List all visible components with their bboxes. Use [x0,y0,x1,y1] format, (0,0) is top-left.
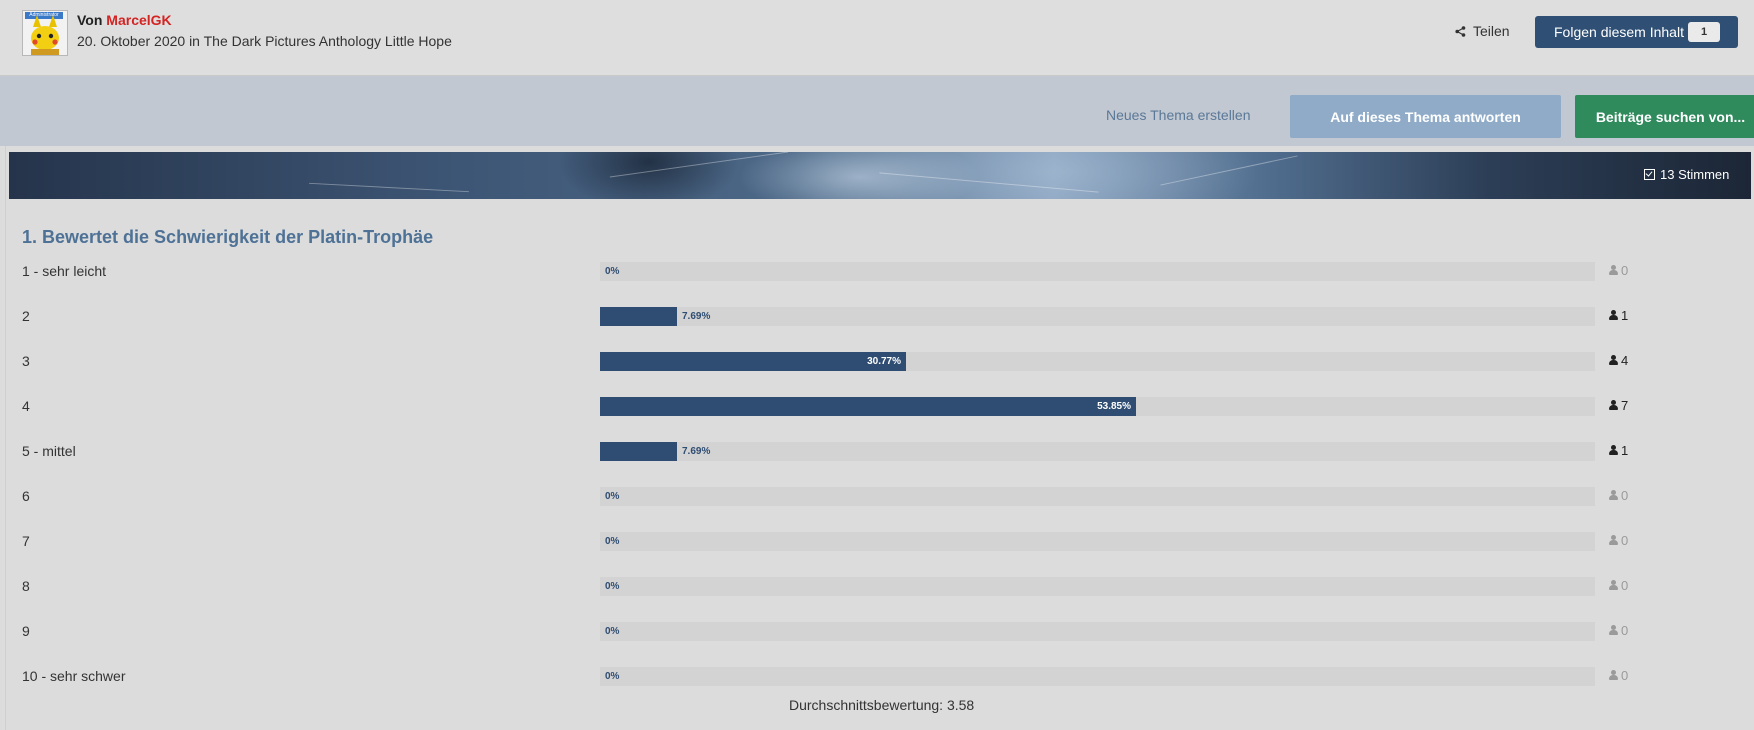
poll-voters[interactable]: 1 [1609,306,1628,325]
poll-bar-track: 0% [600,262,1595,281]
votes-label: 13 Stimmen [1660,167,1730,182]
by-label: Von [77,12,103,28]
poll-option-label: 5 - mittel [22,443,76,459]
poll-voter-count: 1 [1621,443,1629,458]
poll-bar-track: 0% [600,667,1595,686]
poll-bar-track: 53.85% [600,397,1595,416]
poll-option-row: 5 - mittel 7.69% 1 [0,441,1754,465]
user-icon [1609,310,1618,321]
share-label: Teilen [1473,23,1510,39]
check-square-icon [1644,169,1655,180]
poll-bar-track: 0% [600,577,1595,596]
poll-option-label: 4 [22,398,30,414]
avatar[interactable]: Administrator [22,10,68,56]
poll-bar-percent: 7.69% [682,446,711,457]
poll-bar-percent: 0% [605,536,620,547]
poll-bar-track: 0% [600,532,1595,551]
poll-voter-count: 0 [1621,578,1629,593]
poll-voter-count: 0 [1621,263,1629,278]
author-link[interactable]: MarcelGK [106,12,172,28]
poll-average: Durchschnittsbewertung: 3.58 [789,697,975,713]
poll-bar-percent: 0% [605,491,620,502]
poll-voter-count: 1 [1621,308,1629,323]
poll-banner [9,152,1751,199]
poll-bar-fill [600,352,906,371]
user-icon [1609,355,1618,366]
poll-option-row: 3 30.77% 4 [0,351,1754,375]
share-button[interactable]: Teilen [1455,23,1510,39]
follow-label: Folgen diesem Inhalt [1554,24,1684,40]
poll-voters: 0 [1609,531,1628,550]
poll-voters: 0 [1609,576,1628,595]
poll-bar-fill [600,397,1136,416]
avatar-badge: Administrator [25,12,63,19]
poll-bar-percent: 0% [605,671,620,682]
poll-voters: 0 [1609,666,1628,685]
user-icon [1609,535,1618,546]
reply-button[interactable]: Auf dieses Thema antworten [1290,95,1561,138]
topic-header: Administrator Von MarcelGK 20. Oktober 2… [0,0,1754,76]
user-icon [1609,265,1618,276]
share-icon [1455,25,1466,37]
author-line: Von MarcelGK [77,12,172,28]
poll-voters: 0 [1609,486,1628,505]
poll-voters: 0 [1609,261,1628,280]
poll-option-row: 10 - sehr schwer 0% 0 [0,666,1754,690]
poll-option-row: 9 0% 0 [0,621,1754,645]
poll-bar-fill [600,307,677,326]
poll-voter-count: 4 [1621,353,1629,368]
poll-bar-percent: 0% [605,266,620,277]
poll-voter-count: 0 [1621,668,1629,683]
new-topic-link[interactable]: Neues Thema erstellen [1106,107,1251,123]
poll-bar-percent: 7.69% [682,311,711,322]
user-icon [1609,670,1618,681]
poll-votes-count: 13 Stimmen [1644,167,1729,182]
poll-option-label: 2 [22,308,30,324]
poll-bar-percent: 0% [605,581,620,592]
poll-option-label: 1 - sehr leicht [22,263,107,279]
user-icon [1609,490,1618,501]
search-posts-button[interactable]: Beiträge suchen von... [1575,95,1754,138]
poll-question: 1. Bewertet die Schwierigkeit der Platin… [22,227,434,247]
poll-voter-count: 0 [1621,623,1629,638]
poll-bar-track: 7.69% [600,307,1595,326]
poll-voters[interactable]: 4 [1609,351,1628,370]
poll-voter-count: 0 [1621,488,1629,503]
poll-voters[interactable]: 7 [1609,396,1628,415]
poll-voter-count: 7 [1621,398,1629,413]
poll-bar-track: 7.69% [600,442,1595,461]
poll-voters: 0 [1609,621,1628,640]
avatar-image [31,15,59,55]
poll-bar-percent: 30.77% [867,356,901,367]
poll-option-label: 3 [22,353,30,369]
poll-voters[interactable]: 1 [1609,441,1628,460]
poll-option-row: 6 0% 0 [0,486,1754,510]
user-icon [1609,625,1618,636]
poll-option-label: 8 [22,578,30,594]
poll-option-row: 1 - sehr leicht 0% 0 [0,261,1754,285]
poll-option-row: 4 53.85% 7 [0,396,1754,420]
poll-option-label: 7 [22,533,30,549]
poll-bar-percent: 0% [605,626,620,637]
poll-option-row: 7 0% 0 [0,531,1754,555]
user-icon [1609,580,1618,591]
follow-button[interactable]: Folgen diesem Inhalt 1 [1535,16,1738,48]
topic-meta: 20. Oktober 2020 in The Dark Pictures An… [77,33,452,49]
user-icon [1609,445,1618,456]
follow-count-badge: 1 [1688,22,1720,42]
poll-voter-count: 0 [1621,533,1629,548]
poll-option-label: 10 - sehr schwer [22,668,126,684]
poll-option-label: 6 [22,488,30,504]
poll-bar-percent: 53.85% [1097,401,1131,412]
poll-option-row: 2 7.69% 1 [0,306,1754,330]
poll-bar-track: 30.77% [600,352,1595,371]
poll-option-label: 9 [22,623,30,639]
poll-bar-track: 0% [600,622,1595,641]
user-icon [1609,400,1618,411]
poll-bar-fill [600,442,677,461]
poll-option-row: 8 0% 0 [0,576,1754,600]
poll-bar-track: 0% [600,487,1595,506]
